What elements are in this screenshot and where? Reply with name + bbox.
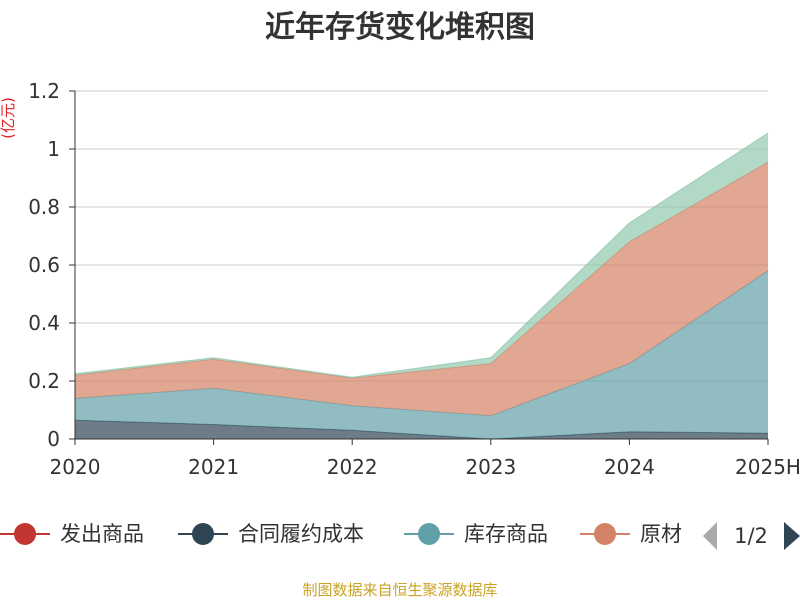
legend-marker bbox=[14, 523, 36, 545]
x-tick-label: 2023 bbox=[465, 455, 516, 479]
legend-page-indicator: 1/2 bbox=[734, 524, 768, 548]
source-note: 制图数据来自恒生聚源数据库 bbox=[302, 581, 497, 599]
triangle-right-icon[interactable] bbox=[784, 522, 800, 550]
legend-label: 发出商品 bbox=[60, 522, 144, 546]
y-tick-label: 0.8 bbox=[28, 195, 60, 219]
legend-label: 库存商品 bbox=[464, 522, 548, 546]
y-tick-label: 0.4 bbox=[28, 311, 60, 335]
area-series-3 bbox=[75, 270, 768, 439]
x-tick-label: 2020 bbox=[50, 455, 101, 479]
legend-pager: 1/2 bbox=[703, 522, 800, 550]
x-tick-label: 2021 bbox=[188, 455, 239, 479]
y-tick-label: 1 bbox=[47, 137, 60, 161]
legend: 发出商品 合同履约成本 库存商品 原材 bbox=[0, 522, 682, 546]
line-series-5 bbox=[74, 132, 769, 378]
y-tick-label: 0 bbox=[47, 427, 60, 451]
x-tick-label: 2025H bbox=[735, 455, 800, 479]
stacked-areas bbox=[74, 132, 769, 440]
legend-marker bbox=[594, 523, 616, 545]
area-series-2 bbox=[75, 420, 768, 439]
y-tick-label: 1.2 bbox=[28, 79, 60, 103]
triangle-left-icon[interactable] bbox=[703, 522, 717, 550]
y-tick-label: 0.6 bbox=[28, 253, 60, 277]
legend-label: 原材 bbox=[640, 522, 682, 546]
legend-marker bbox=[418, 523, 440, 545]
y-axis-ticks: 0 0.2 0.4 0.6 0.8 1 1.2 bbox=[28, 79, 75, 451]
y-axis-unit-label: (亿元) bbox=[0, 97, 17, 139]
y-tick-label: 0.2 bbox=[28, 369, 60, 393]
legend-label: 合同履约成本 bbox=[238, 522, 364, 546]
legend-marker bbox=[192, 523, 214, 545]
x-tick-label: 2022 bbox=[327, 455, 378, 479]
area-series-4 bbox=[75, 162, 768, 416]
x-tick-label: 2024 bbox=[604, 455, 655, 479]
chart-title: 近年存货变化堆积图 bbox=[265, 10, 535, 45]
x-axis-ticks: 2020 2021 2022 2023 2024 2025H bbox=[50, 439, 800, 479]
